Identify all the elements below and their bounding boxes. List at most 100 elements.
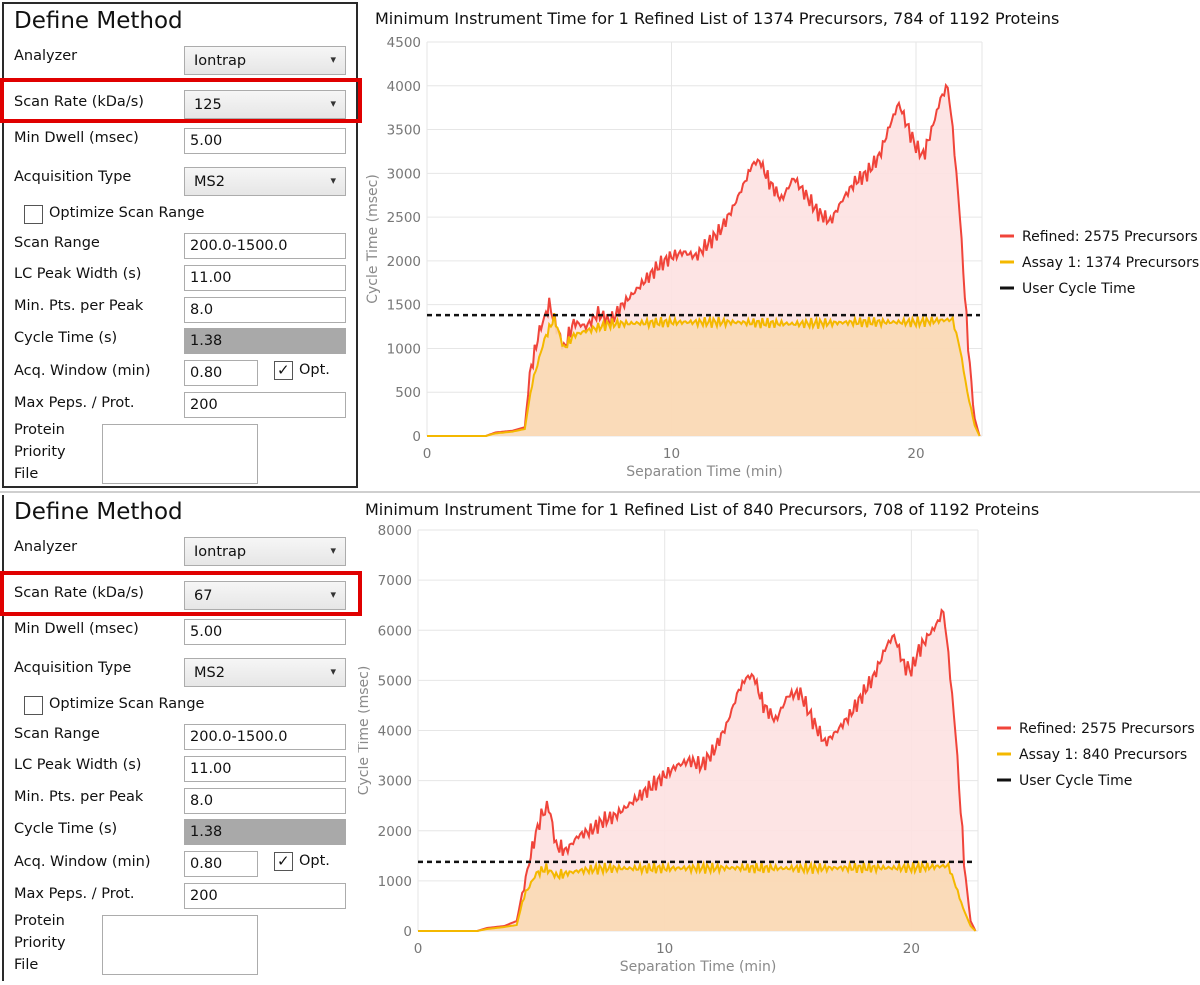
legend-item: Assay 1: 1374 Precursors (1022, 255, 1199, 271)
chevron-down-icon: ▾ (330, 588, 336, 601)
opt-checkbox[interactable]: ✓ (274, 852, 293, 871)
y-tick-label: 3000 (378, 774, 412, 790)
legend-item: Refined: 2575 Precursors (1019, 721, 1195, 737)
chart-title: Minimum Instrument Time for 1 Refined Li… (375, 9, 1059, 28)
min-pts-input[interactable]: 8.0 (184, 788, 346, 814)
acquisition-type-label: Acquisition Type (14, 660, 132, 676)
opt-label: Opt. (299, 362, 330, 378)
analyzer-value: Iontrap (194, 53, 247, 69)
scan-range-label: Scan Range (14, 235, 100, 251)
chevron-down-icon: ▾ (330, 174, 336, 187)
max-peps-label: Max Peps. / Prot. (14, 395, 135, 411)
acquisition-type-value: MS2 (194, 174, 225, 190)
protein-priority-label-line3: File (14, 957, 39, 973)
y-tick-label: 0 (403, 924, 412, 940)
scan-range-label: Scan Range (14, 726, 100, 742)
max-peps-input[interactable]: 200 (184, 883, 346, 909)
acquisition-type-dropdown[interactable]: MS2 ▾ (184, 658, 346, 687)
acq-window-label: Acq. Window (min) (14, 363, 151, 379)
y-tick-label: 3000 (387, 166, 421, 182)
protein-priority-label-line3: File (14, 466, 39, 482)
y-tick-label: 0 (412, 429, 421, 445)
y-tick-label: 5000 (378, 673, 412, 689)
refined-series-line (418, 608, 977, 932)
refined-series-area (418, 610, 976, 931)
x-tick-label: 10 (663, 446, 680, 462)
assay-series-line (418, 860, 977, 932)
scan-rate-dropdown[interactable]: 125 ▾ (184, 90, 346, 119)
y-tick-label: 4500 (387, 35, 421, 51)
cycle-time-chart: Minimum Instrument Time for 1 Refined Li… (365, 9, 1199, 480)
protein-priority-file-box[interactable] (102, 915, 258, 975)
chevron-down-icon: ▾ (330, 53, 336, 66)
x-tick-label: 20 (907, 446, 924, 462)
y-tick-label: 2000 (378, 824, 412, 840)
panel-divider (0, 491, 1200, 493)
max-peps-input[interactable]: 200 (184, 392, 346, 418)
assay-series-line (427, 312, 981, 437)
opt-checkbox[interactable]: ✓ (274, 361, 293, 380)
protein-priority-label-line2: Priority (14, 444, 66, 460)
cycle-time-label: Cycle Time (s) (14, 330, 118, 346)
x-tick-label: 10 (656, 941, 673, 957)
chevron-down-icon: ▾ (330, 665, 336, 678)
scan-rate-dropdown[interactable]: 67 ▾ (184, 581, 346, 610)
scan-range-input[interactable]: 200.0-1500.0 (184, 233, 346, 259)
y-axis-label: Cycle Time (msec) (356, 666, 372, 796)
acquisition-type-dropdown[interactable]: MS2 ▾ (184, 167, 346, 196)
min-dwell-label: Min Dwell (msec) (14, 621, 139, 637)
min-pts-label: Min. Pts. per Peak (14, 789, 144, 805)
y-tick-label: 2500 (387, 210, 421, 226)
cycle-time-chart: Minimum Instrument Time for 1 Refined Li… (356, 500, 1195, 975)
y-tick-label: 1000 (387, 341, 421, 357)
form-title: Define Method (14, 499, 183, 525)
scan-rate-highlight (0, 571, 362, 616)
optimize-scan-range-label: Optimize Scan Range (49, 696, 205, 712)
scan-rate-value: 125 (194, 97, 222, 113)
assay-series-area (427, 313, 980, 436)
scan-rate-highlight (0, 78, 362, 123)
define-method-form: Define Method Analyzer Iontrap ▾ Scan Ra… (2, 2, 358, 488)
optimize-scan-range-checkbox[interactable] (24, 205, 43, 224)
y-tick-label: 1500 (387, 298, 421, 314)
cycle-time-label: Cycle Time (s) (14, 821, 118, 837)
min-dwell-label: Min Dwell (msec) (14, 130, 139, 146)
cycle-time-field: 1.38 (184, 328, 346, 354)
acq-window-input[interactable]: 0.80 (184, 851, 258, 877)
lc-peak-width-input[interactable]: 11.00 (184, 756, 346, 782)
scan-range-input[interactable]: 200.0-1500.0 (184, 724, 346, 750)
lc-peak-width-input[interactable]: 11.00 (184, 265, 346, 291)
y-axis-label: Cycle Time (msec) (365, 174, 381, 304)
legend-item: User Cycle Time (1019, 773, 1132, 789)
chart-title: Minimum Instrument Time for 1 Refined Li… (365, 500, 1039, 519)
legend-item: User Cycle Time (1022, 281, 1135, 297)
protein-priority-label-line2: Priority (14, 935, 66, 951)
analyzer-value: Iontrap (194, 544, 247, 560)
form-title: Define Method (14, 8, 183, 34)
x-tick-label: 20 (903, 941, 920, 957)
analyzer-dropdown[interactable]: Iontrap ▾ (184, 537, 346, 566)
min-pts-input[interactable]: 8.0 (184, 297, 346, 323)
y-tick-label: 7000 (378, 573, 412, 589)
optimize-scan-range-label: Optimize Scan Range (49, 205, 205, 221)
scan-rate-label: Scan Rate (kDa/s) (14, 585, 144, 601)
analyzer-label: Analyzer (14, 539, 78, 555)
min-pts-label: Min. Pts. per Peak (14, 298, 144, 314)
min-dwell-input[interactable]: 5.00 (184, 128, 346, 154)
cycle-time-field: 1.38 (184, 819, 346, 845)
scan-rate-label: Scan Rate (kDa/s) (14, 94, 144, 110)
opt-label: Opt. (299, 853, 330, 869)
acq-window-input[interactable]: 0.80 (184, 360, 258, 386)
y-tick-label: 1000 (378, 874, 412, 890)
optimize-scan-range-checkbox[interactable] (24, 696, 43, 715)
scan-rate-value: 67 (194, 588, 213, 604)
analyzer-label: Analyzer (14, 48, 78, 64)
min-dwell-input[interactable]: 5.00 (184, 619, 346, 645)
method-panel-67: Minimum Instrument Time for 1 Refined Li… (0, 493, 1200, 985)
protein-priority-file-box[interactable] (102, 424, 258, 484)
analyzer-dropdown[interactable]: Iontrap ▾ (184, 46, 346, 75)
lc-peak-width-label: LC Peak Width (s) (14, 266, 142, 282)
x-axis-label: Separation Time (min) (626, 464, 783, 480)
refined-series-line (427, 82, 981, 437)
x-axis-label: Separation Time (min) (620, 959, 777, 975)
